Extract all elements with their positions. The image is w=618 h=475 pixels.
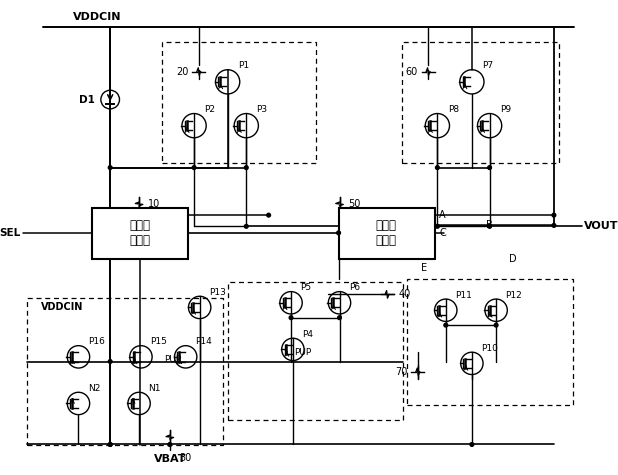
Text: P12: P12 [506, 291, 522, 300]
Bar [407, 279, 572, 405]
Circle shape [552, 224, 556, 227]
Text: 第一控
制模块: 第一控 制模块 [130, 219, 151, 247]
Circle shape [108, 166, 112, 170]
Circle shape [244, 166, 248, 170]
Circle shape [267, 213, 271, 217]
Text: 70: 70 [395, 367, 407, 377]
Text: PUP: PUP [164, 355, 181, 364]
Circle shape [552, 213, 556, 217]
Text: 30: 30 [179, 453, 192, 463]
Text: PUP: PUP [294, 348, 311, 357]
Text: E: E [421, 263, 427, 273]
Text: P1: P1 [238, 61, 249, 70]
Text: 50: 50 [348, 199, 360, 209]
Bar [93, 208, 187, 259]
Circle shape [108, 360, 112, 363]
Text: P7: P7 [482, 61, 493, 70]
Bar [339, 208, 434, 259]
Circle shape [494, 323, 498, 327]
Text: SEL: SEL [0, 228, 20, 238]
Text: D1: D1 [79, 95, 95, 104]
Text: 60: 60 [405, 66, 418, 76]
Circle shape [470, 443, 474, 446]
Bar [27, 298, 223, 446]
Text: B: B [486, 220, 493, 230]
Text: VBAT: VBAT [154, 454, 186, 464]
Text: P9: P9 [500, 105, 511, 114]
Bar [402, 42, 559, 163]
Text: P10: P10 [481, 344, 498, 353]
Text: P2: P2 [205, 105, 215, 114]
Text: P6: P6 [349, 284, 360, 292]
Text: P16: P16 [88, 337, 104, 346]
Circle shape [108, 443, 112, 446]
Text: D: D [509, 254, 517, 264]
Text: P8: P8 [447, 105, 459, 114]
Text: 20: 20 [176, 66, 188, 76]
Circle shape [244, 225, 248, 228]
Text: P4: P4 [302, 330, 313, 339]
Circle shape [337, 316, 341, 320]
Text: 40: 40 [398, 289, 410, 299]
Circle shape [444, 323, 447, 327]
Text: P14: P14 [195, 337, 212, 346]
Circle shape [289, 316, 293, 320]
Text: 10: 10 [148, 199, 159, 209]
Text: VDDCIN: VDDCIN [41, 303, 83, 313]
Text: N2: N2 [88, 384, 100, 393]
Text: 第二控
制模块: 第二控 制模块 [376, 219, 397, 247]
Text: P15: P15 [150, 337, 167, 346]
Text: A: A [439, 210, 446, 220]
Circle shape [488, 225, 491, 228]
Text: N1: N1 [148, 384, 161, 393]
Circle shape [108, 443, 112, 446]
Bar [163, 42, 316, 163]
Text: VOUT: VOUT [584, 221, 618, 231]
Circle shape [168, 443, 172, 446]
Text: C: C [439, 228, 446, 238]
Text: P13: P13 [209, 288, 226, 297]
Text: P11: P11 [455, 291, 472, 300]
Text: P3: P3 [256, 105, 268, 114]
Circle shape [436, 166, 439, 170]
Circle shape [337, 231, 341, 235]
Text: VDDCIN: VDDCIN [73, 12, 121, 22]
Circle shape [436, 225, 439, 228]
Bar [227, 282, 403, 420]
Circle shape [192, 166, 196, 170]
Text: P5: P5 [300, 284, 311, 292]
Circle shape [488, 166, 491, 170]
